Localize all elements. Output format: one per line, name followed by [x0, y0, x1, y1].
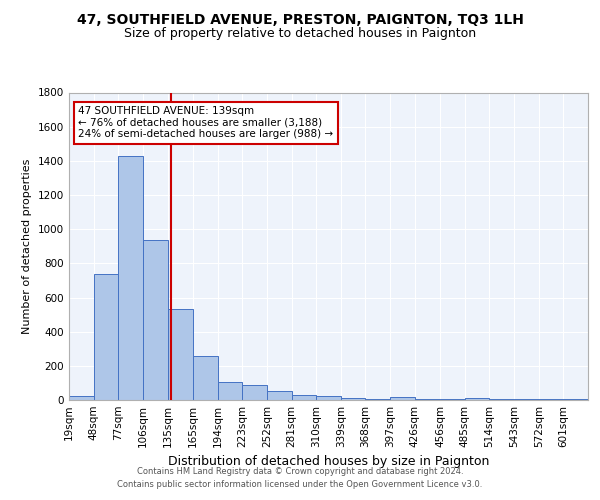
Bar — [465, 398, 490, 400]
Text: 47 SOUTHFIELD AVENUE: 139sqm
← 76% of detached houses are smaller (3,188)
24% of: 47 SOUTHFIELD AVENUE: 139sqm ← 76% of de… — [79, 106, 334, 140]
Text: Contains public sector information licensed under the Open Government Licence v3: Contains public sector information licen… — [118, 480, 482, 489]
Bar — [218, 382, 242, 400]
Bar — [292, 395, 316, 400]
Bar — [193, 356, 218, 400]
Bar — [143, 240, 167, 400]
Bar — [167, 308, 193, 400]
Bar — [267, 392, 292, 400]
Bar — [69, 396, 94, 400]
Y-axis label: Number of detached properties: Number of detached properties — [22, 158, 32, 334]
Text: Contains HM Land Registry data © Crown copyright and database right 2024.: Contains HM Land Registry data © Crown c… — [137, 467, 463, 476]
Bar — [415, 399, 440, 400]
X-axis label: Distribution of detached houses by size in Paignton: Distribution of detached houses by size … — [168, 456, 489, 468]
Bar — [118, 156, 143, 400]
Bar — [390, 398, 415, 400]
Text: 47, SOUTHFIELD AVENUE, PRESTON, PAIGNTON, TQ3 1LH: 47, SOUTHFIELD AVENUE, PRESTON, PAIGNTON… — [77, 12, 523, 26]
Bar — [341, 398, 365, 400]
Bar — [94, 274, 118, 400]
Text: Size of property relative to detached houses in Paignton: Size of property relative to detached ho… — [124, 28, 476, 40]
Bar — [242, 384, 267, 400]
Bar — [365, 399, 390, 400]
Bar — [316, 396, 341, 400]
